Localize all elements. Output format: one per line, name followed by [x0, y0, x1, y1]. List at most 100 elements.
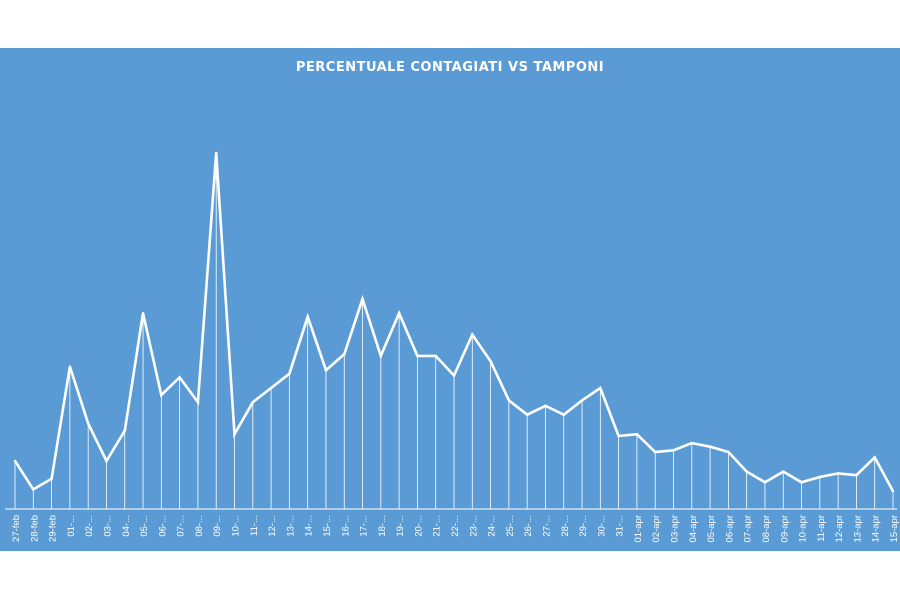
x-tick-label: 22-... — [450, 515, 461, 537]
x-tick-label: 24-... — [487, 515, 498, 537]
x-tick-label: 04-apr — [688, 515, 699, 542]
x-tick-label: 17-... — [359, 515, 370, 537]
data-point — [343, 352, 346, 356]
data-point — [361, 297, 364, 301]
data-point — [105, 459, 108, 463]
data-point — [416, 354, 419, 358]
x-tick-label: 07-apr — [743, 515, 754, 542]
data-point — [160, 393, 163, 397]
data-point — [68, 365, 72, 368]
data-point — [32, 488, 35, 491]
data-point — [654, 450, 657, 454]
data-point — [306, 315, 309, 318]
x-tick-label: 20-... — [413, 515, 424, 537]
x-tick-label: 05-... — [139, 515, 150, 537]
x-tick-label: 15-... — [322, 515, 333, 537]
data-point — [708, 445, 712, 448]
x-tick-label: 08-... — [194, 515, 205, 537]
x-tick-label: 11-... — [249, 515, 260, 536]
data-point — [690, 441, 693, 445]
data-point — [525, 413, 529, 416]
data-point — [471, 333, 474, 336]
x-tick-label: 27-feb — [11, 515, 22, 542]
x-tick-label: 06-apr — [724, 515, 735, 542]
x-tick-label: 08-apr — [761, 515, 772, 542]
x-tick-label: 21-... — [432, 515, 443, 537]
data-point — [269, 386, 273, 390]
x-tick-label: 13-apr — [852, 515, 863, 542]
x-tick-label: 28-feb — [29, 515, 40, 542]
data-point — [599, 386, 602, 390]
x-tick-label: 10-apr — [798, 515, 809, 542]
x-tick-label: 02-... — [84, 515, 95, 537]
x-tick-label: 29-feb — [48, 515, 59, 542]
data-point — [580, 399, 584, 402]
x-tick-label: 27-... — [541, 515, 552, 537]
x-tick-label: 26-... — [523, 515, 534, 537]
data-point — [50, 477, 53, 480]
data-point — [562, 413, 565, 416]
x-tick-label: 05-apr — [706, 515, 717, 542]
chart-panel: PERCENTUALE CONTAGIATI VS TAMPONI 27-feb… — [0, 48, 900, 551]
x-tick-label: 29-... — [578, 515, 589, 537]
x-tick-label: 15-apr — [889, 515, 900, 542]
data-point — [251, 401, 254, 404]
data-point — [233, 433, 236, 436]
data-point — [617, 434, 620, 438]
x-tick-label: 25-... — [505, 515, 516, 537]
data-point — [288, 372, 291, 375]
chart-title: PERCENTUALE CONTAGIATI VS TAMPONI — [295, 60, 605, 75]
data-point — [141, 312, 145, 315]
data-point — [544, 404, 547, 407]
x-tick-label: 14-... — [304, 515, 315, 537]
data-point — [745, 470, 748, 473]
data-point — [324, 368, 328, 372]
data-point — [452, 374, 456, 377]
x-tick-label: 03-apr — [670, 515, 681, 542]
x-tick-label: 10-... — [231, 515, 242, 537]
x-tick-label: 14-apr — [871, 515, 882, 542]
x-tick-label: 18-... — [377, 515, 388, 537]
data-point — [855, 473, 858, 477]
x-tick-label: 02-apr — [651, 515, 662, 542]
x-tick-label: 01-apr — [633, 515, 644, 542]
x-tick-label: 09-apr — [779, 515, 790, 542]
x-tick-label: 04-... — [121, 515, 132, 537]
data-point — [672, 449, 675, 452]
x-tick-label: 23-... — [468, 515, 479, 537]
data-point — [836, 472, 840, 475]
x-tick-label: 16-... — [340, 515, 351, 537]
data-point — [635, 433, 639, 436]
data-point — [763, 481, 767, 484]
data-point — [397, 312, 401, 315]
x-tick-label: 13-... — [285, 515, 296, 537]
data-point — [727, 450, 730, 454]
data-point — [818, 475, 822, 479]
data-point — [489, 360, 492, 363]
data-point — [434, 354, 437, 358]
data-point — [86, 422, 90, 425]
x-tick-label: 30-... — [596, 515, 607, 537]
data-point — [13, 459, 17, 463]
x-tick-label: 07-... — [176, 515, 187, 537]
x-tick-label: 19-... — [395, 515, 406, 537]
data-point — [507, 399, 511, 402]
line-chart: 27-feb 28-feb 29-feb 01-... 02-... 03-... 04-.… — [5, 151, 900, 542]
data-point — [891, 490, 895, 493]
x-tick-label: 03-... — [102, 515, 113, 537]
data-point — [782, 470, 785, 473]
data-point — [215, 151, 218, 155]
x-tick-label: 09-... — [212, 515, 223, 537]
data-point — [123, 429, 126, 432]
x-tick-label: 12-... — [267, 515, 278, 537]
x-tick-label: 01-... — [66, 515, 77, 537]
x-tick-label: 11-apr — [816, 515, 827, 542]
x-tick-label: 31-... — [615, 515, 626, 537]
data-point — [178, 376, 181, 379]
data-point — [800, 481, 803, 484]
data-point — [873, 456, 876, 459]
data-point — [379, 354, 383, 358]
data-point — [196, 401, 200, 404]
x-tick-label: 06-... — [157, 515, 168, 537]
x-tick-label: 28-... — [560, 515, 571, 537]
